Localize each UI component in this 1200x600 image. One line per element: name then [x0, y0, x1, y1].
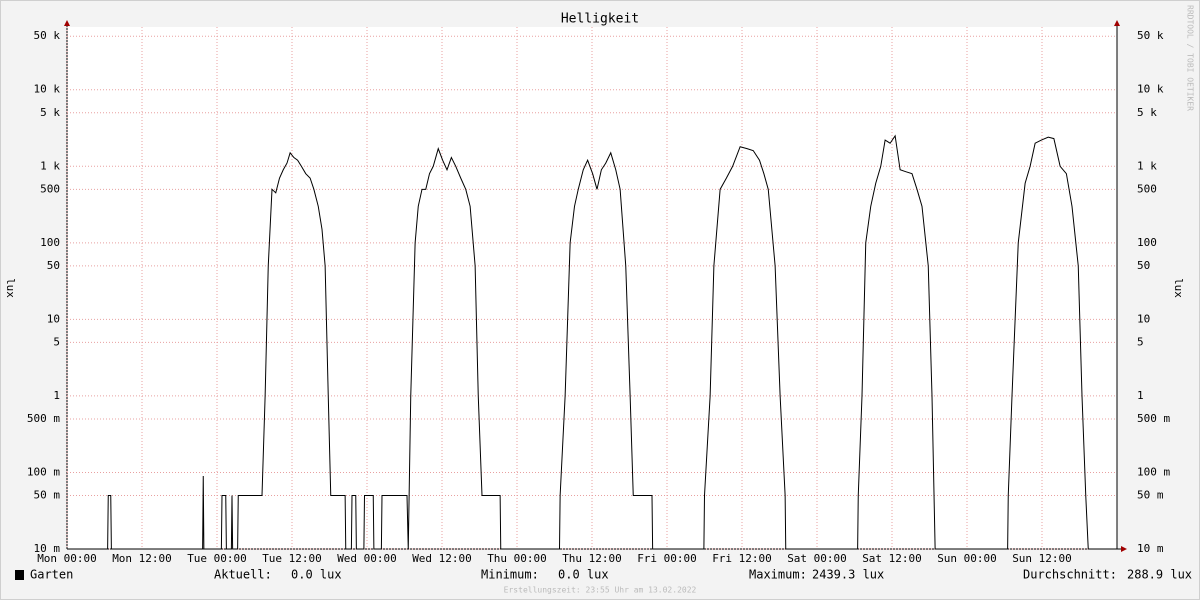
x-tick-label: Sat 00:00 — [787, 552, 847, 565]
y-tick-label: 10 k — [34, 83, 61, 96]
y-tick-label: 50 — [47, 259, 60, 272]
x-tick-label: Wed 12:00 — [412, 552, 472, 565]
y2-tick-label: 1 — [1137, 389, 1144, 402]
legend-swatch — [15, 570, 24, 580]
y-tick-label: 500 m — [27, 412, 60, 425]
y-tick-label: 1 k — [40, 159, 60, 172]
y-tick-label: 5 — [53, 335, 60, 348]
legend-stat-label: Durchschnitt: — [1023, 568, 1117, 582]
y2-tick-label: 10 m — [1137, 542, 1164, 555]
y2-tick-label: 500 m — [1137, 412, 1170, 425]
x-tick-label: Sun 00:00 — [937, 552, 997, 565]
data-line — [67, 134, 1117, 550]
legend-stat-label: Aktuell: — [214, 568, 272, 582]
x-tick-label: Tue 12:00 — [262, 552, 322, 565]
x-tick-label: Mon 12:00 — [112, 552, 172, 565]
legend-stat-value: 0.0 lux — [291, 568, 342, 582]
y-tick-label: 5 k — [40, 106, 60, 119]
y2-tick-label: 50 — [1137, 259, 1150, 272]
y2-tick-label: 50 k — [1137, 29, 1164, 42]
legend-stat-value: 288.9 lux — [1127, 568, 1192, 582]
legend-stat-label: Minimum: — [481, 568, 539, 582]
y2-tick-label: 5 k — [1137, 106, 1157, 119]
legend-stat-value: 2439.3 lux — [812, 568, 884, 582]
axis-arrow — [64, 20, 70, 26]
x-tick-label: Fri 00:00 — [637, 552, 697, 565]
y2-tick-label: 10 — [1137, 312, 1150, 325]
y2-tick-label: 50 m — [1137, 488, 1164, 501]
axis-arrow — [1114, 20, 1120, 26]
y2-tick-label: 1 k — [1137, 159, 1157, 172]
data-layer: 10 m 10 m 50 m 50 m 100 m 100 m 500 m 500 m 1 1 5 5… — [27, 27, 1192, 582]
x-tick-label: Tue 00:00 — [187, 552, 247, 565]
y-axis-label: lux — [4, 278, 17, 298]
y-tick-label: 10 — [47, 312, 60, 325]
x-tick-label: Sun 12:00 — [1012, 552, 1072, 565]
y-tick-label: 50 k — [34, 29, 61, 42]
y2-tick-label: 100 m — [1137, 465, 1170, 478]
legend-stat-label: Maximum: — [749, 568, 807, 582]
y2-tick-label: 10 k — [1137, 83, 1164, 96]
y-tick-label: 50 m — [34, 488, 61, 501]
x-tick-label: Thu 00:00 — [487, 552, 547, 565]
axis-arrow — [1121, 546, 1127, 552]
watermark: RRDTOOL / TOBI OETIKER — [1186, 5, 1195, 111]
y2-axis-label: lux — [1172, 278, 1185, 298]
x-tick-label: Sat 12:00 — [862, 552, 922, 565]
y-tick-label: 100 — [40, 236, 60, 249]
legend-label: Garten — [30, 568, 73, 582]
chart-title: Helligkeit — [561, 12, 639, 27]
y-tick-label: 1 — [53, 389, 60, 402]
x-tick-label: Fri 12:00 — [712, 552, 772, 565]
y-tick-label: 500 — [40, 182, 60, 195]
footer: Erstellungszeit: 23:55 Uhr am 13.02.2022 — [504, 586, 697, 595]
y-tick-label: 10 m — [34, 542, 61, 555]
legend-stat-value: 0.0 lux — [558, 568, 609, 582]
y2-tick-label: 100 — [1137, 236, 1157, 249]
x-tick-label: Thu 12:00 — [562, 552, 622, 565]
y-tick-label: 100 m — [27, 465, 60, 478]
x-tick-label: Wed 00:00 — [337, 552, 397, 565]
x-tick-label: Mon 00:00 — [37, 552, 97, 565]
y2-tick-label: 500 — [1137, 182, 1157, 195]
y2-tick-label: 5 — [1137, 335, 1144, 348]
